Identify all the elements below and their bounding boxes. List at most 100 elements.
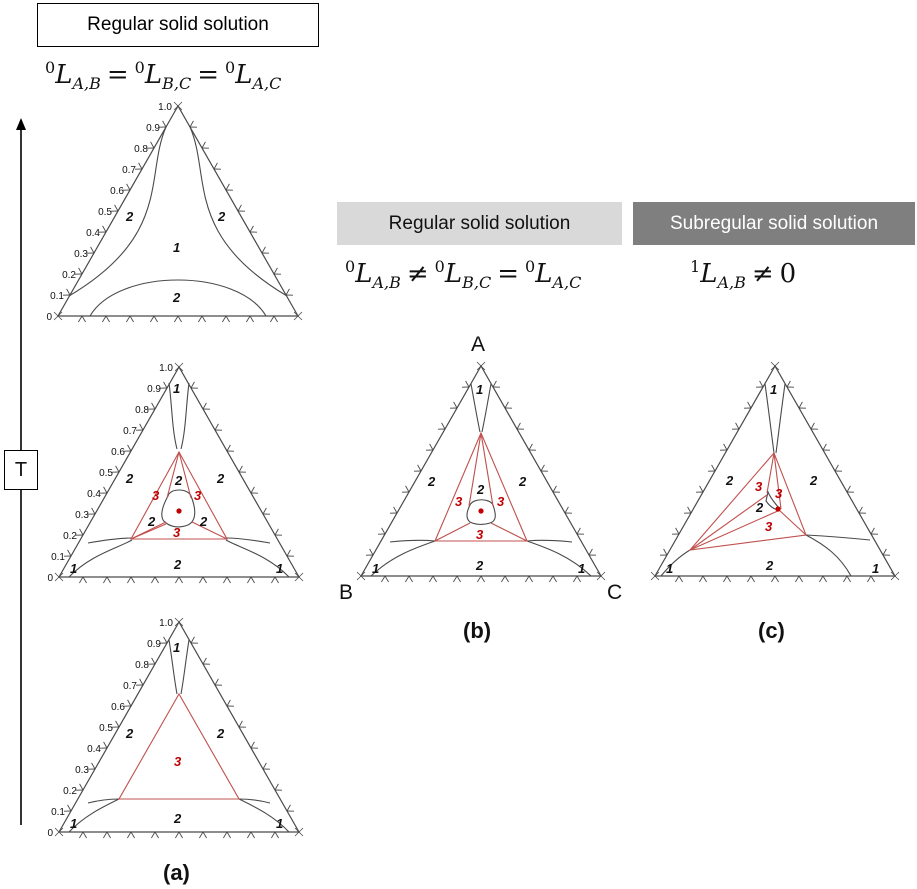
tick-mark xyxy=(246,315,251,323)
tick-mark xyxy=(663,548,668,556)
formula-a-sub2: B,C xyxy=(162,74,192,93)
formula-b-L3: L xyxy=(535,259,553,289)
tick-mark xyxy=(114,204,119,212)
corner-tick-mark xyxy=(173,101,183,111)
header-c-text: Subregular solid solution xyxy=(669,212,879,234)
formula-c-value: 0 xyxy=(779,259,797,289)
tick-mark xyxy=(798,575,803,583)
formula-a-L1: L xyxy=(55,60,73,90)
tick-label: 0.9 xyxy=(147,639,161,650)
vertex-label-a: A xyxy=(471,333,486,356)
ternary-a3-boundary-top-left xyxy=(168,639,178,695)
tick-mark xyxy=(858,506,863,514)
tick-mark xyxy=(456,575,461,583)
tick-mark xyxy=(867,575,872,583)
vertex-label-c: C xyxy=(607,581,623,604)
region-label-a2-two-inner-left: 2 xyxy=(147,514,156,529)
tick-mark xyxy=(151,576,156,584)
panel-label-c: (c) xyxy=(758,618,785,643)
region-label-a3-one-left: 1 xyxy=(70,816,77,831)
tick-mark xyxy=(139,678,144,686)
tick-mark xyxy=(819,575,824,583)
tick-label: 0.1 xyxy=(50,291,64,302)
ternary-a3-boundary-bottom-right xyxy=(238,798,290,833)
tick-mark xyxy=(798,401,803,409)
tick-mark xyxy=(453,401,458,409)
ternary-a1-boundary-bottom xyxy=(89,279,267,317)
tick-label: 0.1 xyxy=(51,807,65,818)
tick-mark xyxy=(774,575,779,583)
region-label-a2-three-left: 3 xyxy=(152,488,160,503)
region-label-a1-two-right: 2 xyxy=(217,209,226,224)
tick-mark xyxy=(213,162,218,170)
tick-mark xyxy=(882,548,887,556)
ternary-a2-boundary-top-left xyxy=(168,382,178,450)
tick-mark xyxy=(393,506,398,514)
tick-label: 0.3 xyxy=(75,765,89,776)
tick-mark xyxy=(199,576,204,584)
corner-tick-mark xyxy=(770,361,780,371)
corner-tick-mark xyxy=(54,827,64,837)
tick-label: 0.5 xyxy=(98,207,112,218)
tick-mark xyxy=(150,315,155,323)
region-label-b-two-bottom: 2 xyxy=(475,558,484,573)
tick-mark xyxy=(202,576,207,584)
tick-label: 1.0 xyxy=(158,102,172,113)
region-label-a2-two-right: 2 xyxy=(216,471,225,486)
tick-mark xyxy=(130,831,135,839)
region-label-a3-three: 3 xyxy=(174,754,182,769)
tick-mark xyxy=(126,315,131,323)
ternary-a-high-temperature: 0 0.1 0.2 0.3 0.4 0.5 0.6 0.7 0.8 0.9 1.0 2 2 1 2 xyxy=(46,101,303,323)
ternary-a2-tie-left xyxy=(166,451,180,499)
region-label-a2-three-bottom: 3 xyxy=(173,525,181,540)
formula-a: 0LA,B = 0LB,C = 0LA,C xyxy=(45,58,281,93)
tick-label: 0.3 xyxy=(74,249,88,260)
tick-mark xyxy=(274,576,279,584)
tick-mark xyxy=(189,120,194,128)
ternary-a2-tie-right xyxy=(178,451,192,499)
tick-mark xyxy=(441,422,446,430)
tick-mark xyxy=(130,576,135,584)
tick-label: 0.8 xyxy=(134,144,148,155)
ternary-b-boundary-top-right xyxy=(481,383,492,433)
formula-a-op1: = xyxy=(106,60,129,90)
tick-label: 0 xyxy=(46,312,52,323)
tick-mark xyxy=(103,486,108,494)
region-label-a3-one-top: 1 xyxy=(173,640,180,655)
region-label-a2-two-inner-right: 2 xyxy=(199,514,208,529)
formula-a-sup3: 0 xyxy=(225,58,236,77)
tick-mark xyxy=(79,576,84,584)
tick-mark xyxy=(201,141,206,149)
formula-a-sup2: 0 xyxy=(134,58,145,77)
tick-label: 1.0 xyxy=(159,618,173,629)
tick-mark xyxy=(711,464,716,472)
tick-mark xyxy=(163,636,168,644)
tick-mark xyxy=(249,225,254,233)
region-label-a3-two-left: 2 xyxy=(125,726,134,741)
ternary-a2-three-phase-triangle xyxy=(130,450,228,540)
tick-mark xyxy=(699,575,704,583)
tick-mark xyxy=(369,548,374,556)
tick-mark xyxy=(154,576,159,584)
tick-mark xyxy=(432,575,437,583)
tick-mark xyxy=(151,831,156,839)
tick-mark xyxy=(453,575,458,583)
tick-mark xyxy=(151,402,156,410)
tick-mark xyxy=(723,575,728,583)
ternary-c-tie-1 xyxy=(766,452,775,494)
tick-mark xyxy=(678,575,683,583)
region-label-c-two-right: 2 xyxy=(809,473,818,488)
header-b-text: Regular solid solution xyxy=(388,212,571,234)
tick-mark xyxy=(214,678,219,686)
tick-mark xyxy=(285,288,290,296)
region-label-a2-one-right: 1 xyxy=(276,561,283,576)
tick-mark xyxy=(79,528,84,536)
ternary-c: 1 2 2 3 3 2 3 2 1 1 xyxy=(650,361,900,583)
corner-tick-mark xyxy=(476,361,486,371)
tick-mark xyxy=(214,423,219,431)
tick-label: 0.8 xyxy=(135,405,149,416)
ternary-b-three-phase-triangle xyxy=(434,431,528,542)
tick-mark xyxy=(273,315,278,323)
region-label-a2-one-top: 1 xyxy=(173,381,180,396)
tick-mark xyxy=(105,315,110,323)
